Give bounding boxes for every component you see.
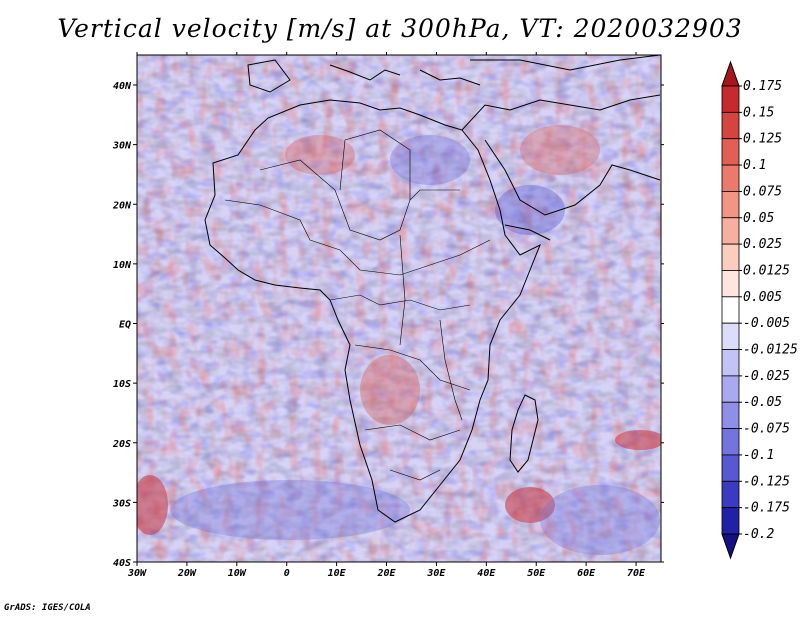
colorbar-label: -0.005: [743, 316, 790, 331]
colorbar-segment: [721, 507, 740, 535]
lon-label: 30E: [426, 568, 446, 579]
colorbar-segment: [721, 85, 740, 113]
colorbar-label: 0.15: [743, 105, 774, 120]
lat-label: 40S: [113, 558, 131, 569]
lat-label: 40N: [113, 81, 132, 92]
lat-label: 20N: [112, 200, 132, 211]
colorbar-segment: [721, 217, 740, 245]
colorbar-segment: [721, 454, 740, 482]
grads-credit: GrADS: IGES/COLA: [4, 603, 91, 613]
colorbar-label: 0.075: [743, 184, 782, 199]
lon-label: 10E: [328, 568, 347, 579]
colorbar-label: 0.025: [743, 237, 782, 252]
colorbar-segment: [721, 270, 740, 298]
colorbar-label: 0.175: [743, 79, 782, 94]
lon-label: 20W: [177, 568, 197, 579]
colorbar-bottom-arrow: [721, 533, 740, 560]
colorbar-label: -0.175: [743, 501, 790, 516]
lon-label: 20E: [376, 568, 396, 579]
colorbar-label: -0.025: [743, 369, 790, 384]
colorbar: 0.175 0.15 0.125 0.1 0.075 0.05 0.025 0.0125 0.0…: [721, 60, 798, 560]
latitude-axis: 40N 30N 20N 10N EQ 10S 20S 30S 40S: [112, 81, 664, 569]
map-title: Vertical velocity [m/s] at 300hPa, VT: 2…: [57, 14, 743, 43]
lat-label: 10S: [113, 379, 131, 390]
colorbar-segment: [721, 428, 740, 456]
coastlines: [204, 55, 661, 523]
lat-label: 20S: [112, 439, 131, 450]
colorbar-segment: [721, 296, 740, 324]
colorbar-segment: [721, 480, 740, 509]
longitude-axis: 30W 20W 10W 0 10E 20E 30E 40E 50E 60E 70E: [127, 52, 646, 579]
lon-label: 0: [284, 568, 290, 579]
colorbar-segment: [721, 138, 740, 166]
lat-label: 10N: [113, 260, 132, 271]
colorbar-segment: [721, 191, 740, 219]
colorbar-label: -0.05: [743, 395, 782, 410]
colorbar-label: 0.0125: [743, 263, 790, 278]
colorbar-label: 0.005: [743, 290, 782, 305]
colorbar-segment: [721, 322, 740, 350]
colorbar-label: -0.2: [743, 527, 774, 542]
colorbar-label: -0.1: [743, 448, 774, 463]
lat-label: 30S: [112, 498, 131, 509]
colorbar-label: 0.1: [743, 158, 766, 173]
lon-label: 50E: [527, 568, 546, 579]
lon-label: 10W: [228, 568, 247, 579]
lon-label: 60E: [577, 568, 596, 579]
colorbar-segment: [721, 349, 740, 377]
colorbar-segment: [721, 401, 740, 429]
lat-label: 30N: [112, 141, 132, 152]
plot-frame: [136, 54, 662, 563]
lon-label: 30W: [127, 568, 147, 579]
colorbar-segment: [721, 111, 740, 140]
country-borders: [224, 129, 491, 481]
colorbar-label: -0.075: [743, 422, 790, 437]
lon-label: 40E: [477, 568, 496, 579]
colorbar-label: -0.0125: [743, 343, 798, 358]
colorbar-label: 0.05: [743, 211, 774, 226]
lat-label: EQ: [119, 320, 131, 331]
colorbar-top-arrow: [721, 60, 740, 87]
velocity-field: [137, 55, 661, 562]
colorbar-label: -0.125: [743, 474, 790, 489]
lon-label: 70E: [627, 568, 646, 579]
colorbar-segment: [721, 375, 740, 403]
colorbar-segment: [721, 243, 740, 271]
colorbar-label: 0.125: [743, 132, 782, 147]
colorbar-segment: [721, 164, 740, 192]
